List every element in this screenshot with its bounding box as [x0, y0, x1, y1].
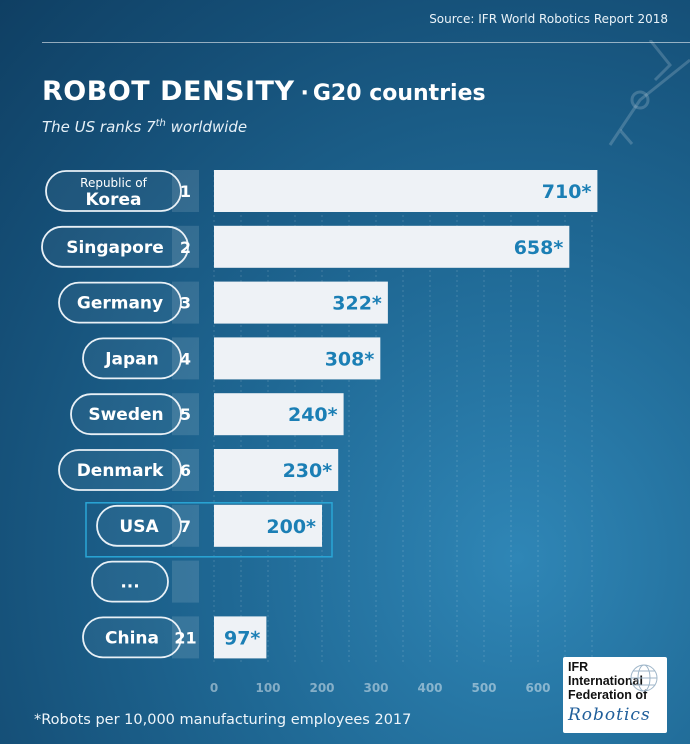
subtitle-after: worldwide — [165, 118, 248, 136]
bar — [214, 281, 388, 324]
bar-value-label: 240* — [288, 404, 338, 426]
rank-box — [172, 337, 199, 380]
bar — [214, 449, 339, 491]
rank-box — [172, 281, 199, 324]
logo-line-4: Robotics — [568, 705, 651, 725]
rank-box — [172, 225, 199, 268]
footnote: *Robots per 10,000 manufacturing employe… — [34, 712, 412, 728]
logo-line-3: Federation of — [568, 688, 648, 702]
bar — [214, 504, 322, 547]
bar — [214, 225, 570, 268]
subtitle-sup: th — [155, 118, 166, 129]
globe-icon — [630, 664, 658, 692]
logo-line-1: IFR — [568, 660, 589, 674]
country-pill — [91, 560, 169, 603]
rank-label: 2 — [180, 238, 191, 257]
bar-value-label: 230* — [283, 460, 333, 482]
chart-title: ROBOT DENSITY · G20 countries — [42, 76, 486, 107]
x-tick-label: 0 — [210, 681, 218, 695]
x-tick-label: 100 — [255, 681, 280, 695]
rank-box — [172, 560, 199, 603]
x-tick-label: 600 — [525, 681, 550, 695]
country-pill — [58, 281, 182, 324]
bar-value-label: 710* — [542, 181, 592, 203]
country-label: Korea — [86, 190, 142, 210]
rank-label: 5 — [180, 405, 191, 424]
country-label: USA — [119, 517, 159, 537]
country-label: Sweden — [88, 405, 163, 425]
x-tick-label: 300 — [363, 681, 388, 695]
country-label-line: Republic of — [80, 176, 147, 190]
country-pill — [70, 393, 182, 436]
rank-label: 21 — [174, 628, 196, 647]
country-pill — [82, 337, 182, 380]
robot-arm-icon — [608, 40, 690, 146]
rank-label: 7 — [180, 517, 191, 536]
country-label: ... — [120, 573, 139, 593]
x-tick-label: 400 — [417, 681, 442, 695]
country-pill — [58, 449, 182, 491]
x-tick-label: 500 — [471, 681, 496, 695]
highlight-box — [85, 502, 333, 558]
bar — [214, 616, 267, 659]
bar-value-label: 322* — [332, 293, 382, 315]
country-pill — [45, 170, 182, 212]
bar-value-label: 308* — [325, 348, 375, 370]
x-tick-label: 200 — [309, 681, 334, 695]
rank-box — [172, 449, 199, 491]
title-sub: G20 countries — [312, 81, 486, 106]
country-label: China — [105, 628, 159, 648]
ifr-logo: IFR International Federation of Robotics — [563, 657, 667, 733]
rank-box — [172, 170, 199, 212]
rank-label: 3 — [180, 294, 191, 313]
rank-box — [172, 616, 199, 659]
country-pill — [41, 225, 189, 268]
rank-label: 4 — [180, 349, 191, 368]
country-label: Germany — [77, 294, 163, 314]
source-note: Source: IFR World Robotics Report 2018 — [429, 12, 668, 26]
bar — [214, 337, 381, 380]
bar — [214, 393, 344, 436]
top-divider — [42, 42, 690, 43]
rank-label: 1 — [180, 182, 191, 201]
rank-label: 6 — [180, 461, 191, 480]
bar-value-label: 97* — [224, 627, 260, 649]
logo-line-2: International — [568, 674, 644, 688]
title-main: ROBOT DENSITY — [42, 76, 295, 107]
rank-box — [172, 504, 199, 547]
country-label: Singapore — [66, 238, 164, 258]
rank-box — [172, 393, 199, 436]
bar-value-label: 658* — [514, 237, 564, 259]
country-pill — [96, 504, 182, 547]
subtitle-before: The US ranks 7 — [42, 118, 156, 136]
bar-value-label: 200* — [266, 516, 316, 538]
country-pill — [82, 616, 182, 659]
bar — [214, 170, 598, 212]
country-label: Japan — [104, 349, 159, 369]
country-label: Denmark — [77, 461, 164, 481]
chart-subtitle: The US ranks 7th worldwide — [42, 118, 247, 136]
title-separator: · — [300, 81, 309, 106]
